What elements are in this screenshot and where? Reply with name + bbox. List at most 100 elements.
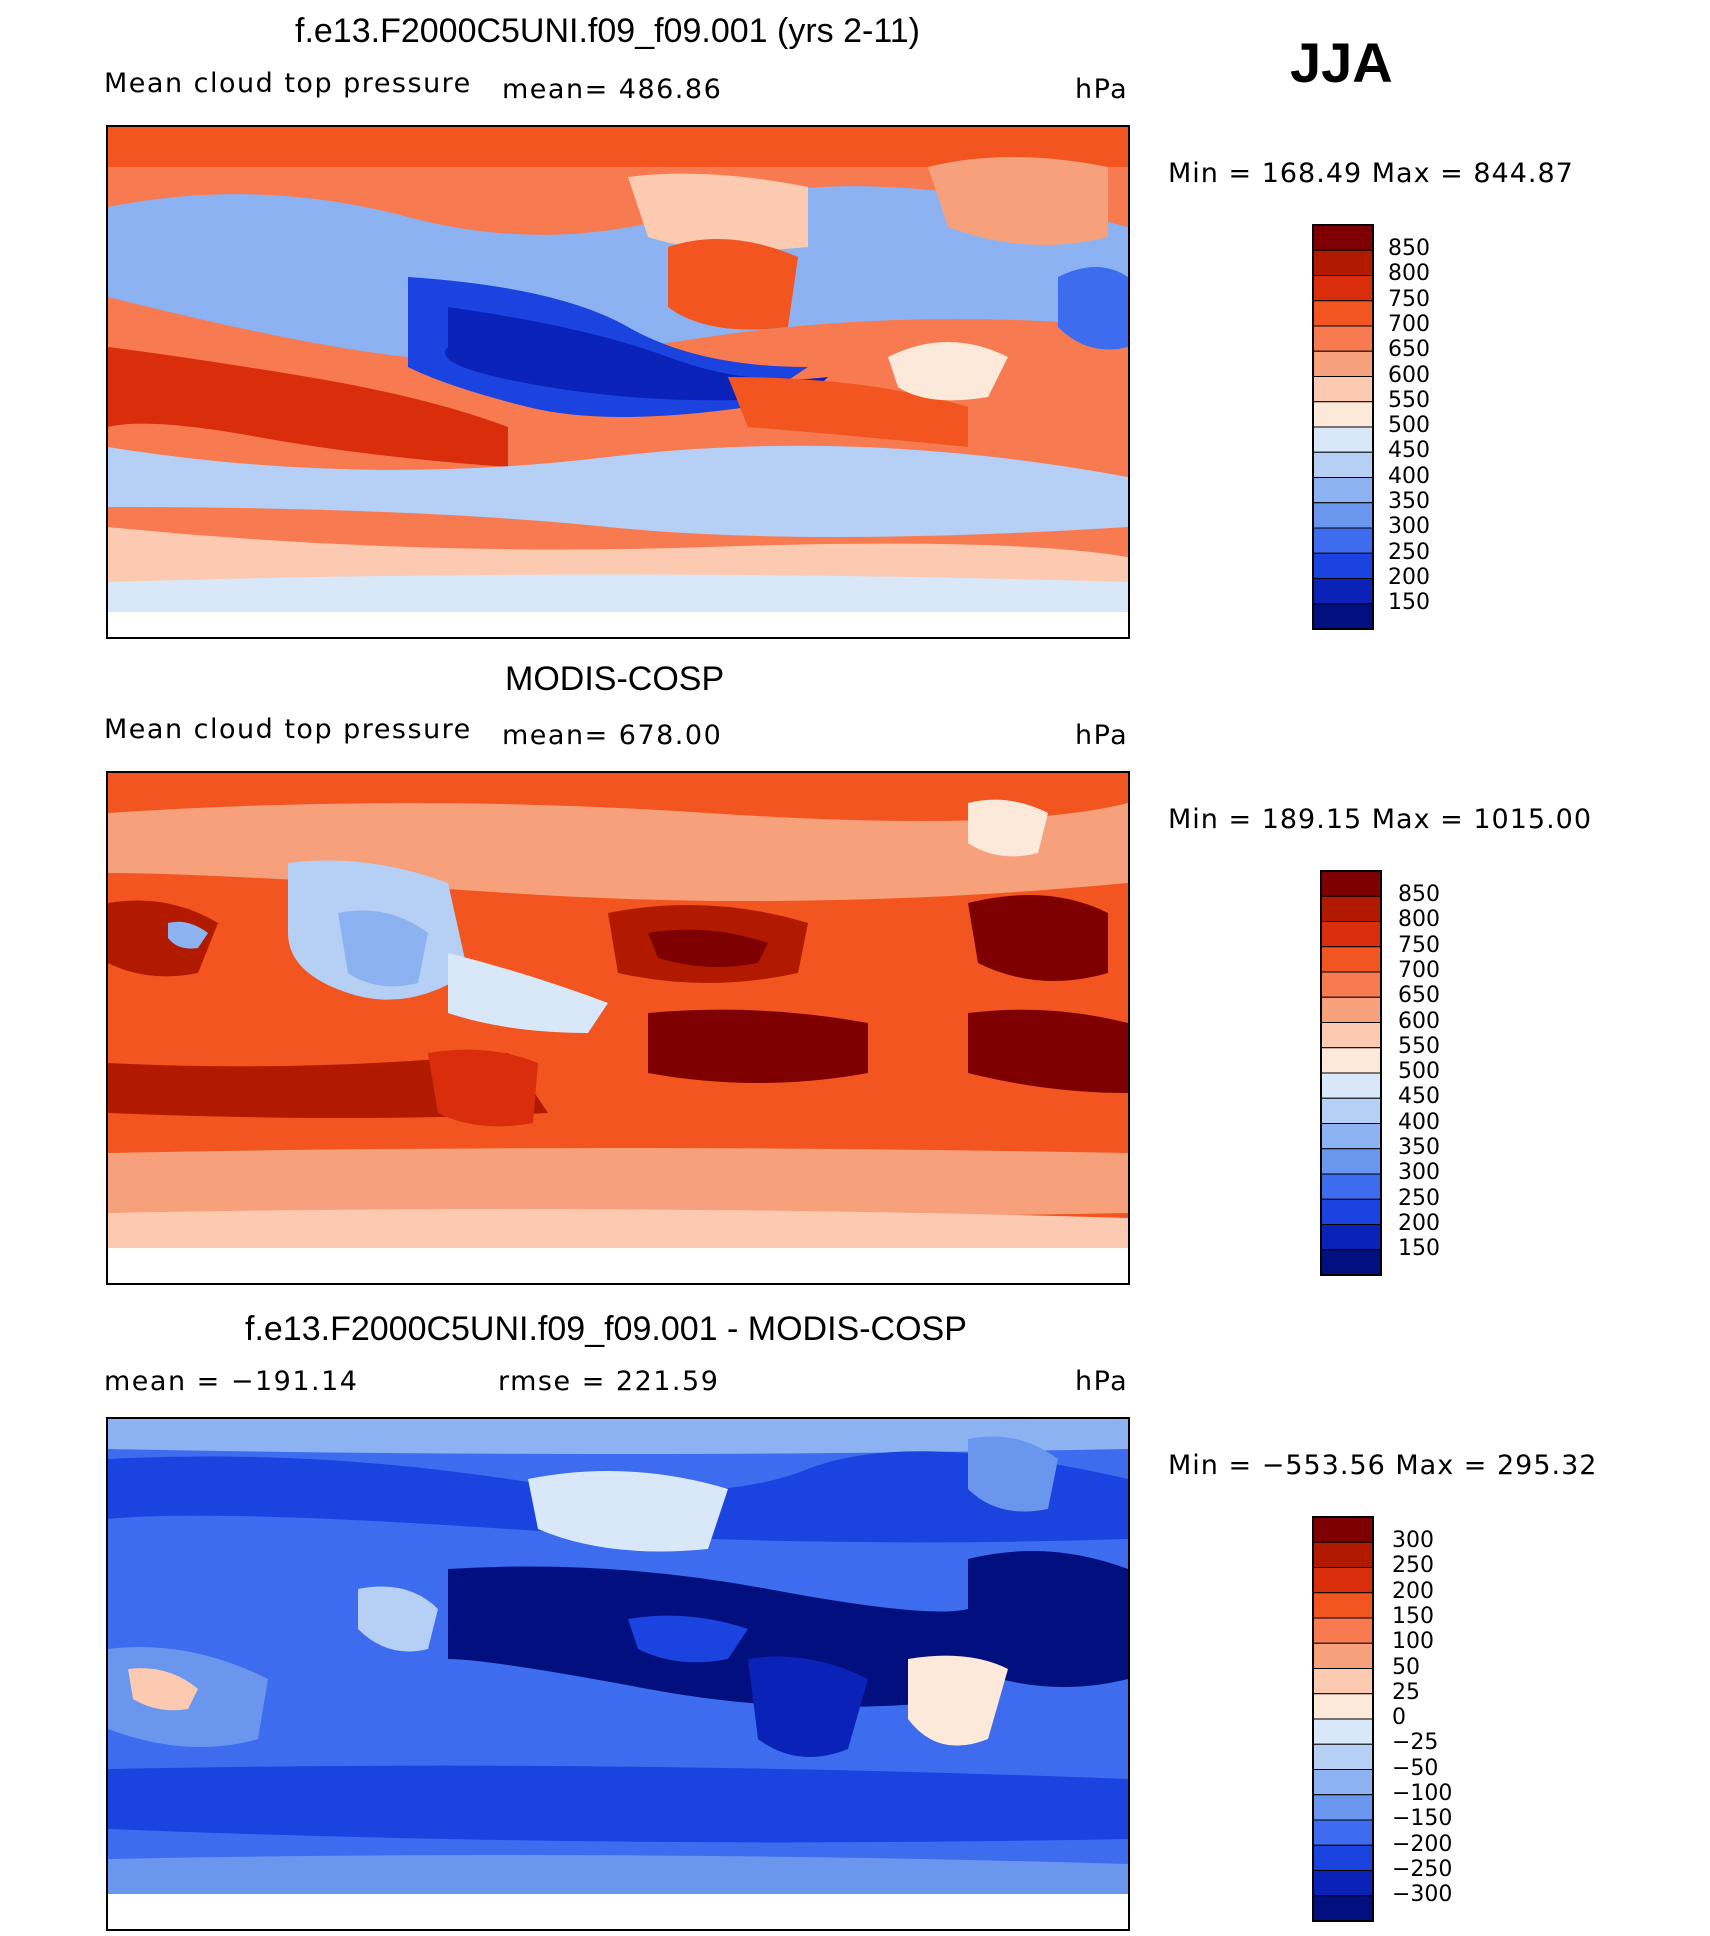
- colorbar-frame: [1320, 870, 1382, 1276]
- panel-1-colorbar: [1312, 224, 1374, 630]
- panel-2-minmax: Min = 189.15 Max = 1015.00: [1168, 804, 1593, 835]
- colorbar-swatch: [1320, 1249, 1382, 1276]
- colorbar-swatch: [1312, 1693, 1374, 1720]
- colorbar-swatch: [1312, 1592, 1374, 1619]
- colorbar-swatch: [1312, 376, 1374, 403]
- panel-1-title: f.e13.F2000C5UNI.f09_f09.001 (yrs 2-11): [295, 12, 920, 50]
- colorbar-swatch: [1312, 1668, 1374, 1695]
- colorbar-tick: 750: [1388, 286, 1430, 312]
- colorbar-swatch: [1312, 325, 1374, 352]
- colorbar-swatch: [1312, 502, 1374, 529]
- colorbar-swatch: [1320, 1022, 1382, 1049]
- colorbar-tick: 750: [1398, 932, 1440, 958]
- panel-3-map: [106, 1417, 1130, 1931]
- panel-3-title: f.e13.F2000C5UNI.f09_f09.001 - MODIS-COS…: [245, 1310, 967, 1348]
- colorbar-tick: 650: [1398, 983, 1440, 1009]
- colorbar-tick: 450: [1398, 1084, 1440, 1110]
- colorbar-tick: 700: [1388, 311, 1430, 337]
- colorbar-tick: −250: [1392, 1856, 1453, 1882]
- colorbar-swatch: [1320, 1198, 1382, 1225]
- colorbar-swatch: [1320, 1072, 1382, 1099]
- colorbar-tick: 550: [1388, 387, 1430, 413]
- colorbar-tick: 50: [1392, 1654, 1420, 1680]
- colorbar-swatch: [1312, 1870, 1374, 1897]
- colorbar-tick: 250: [1388, 539, 1430, 565]
- colorbar-tick: 550: [1398, 1033, 1440, 1059]
- season-label: JJA: [1290, 31, 1393, 94]
- colorbar-tick: 300: [1398, 1160, 1440, 1186]
- panel-1-map-field: [108, 127, 1128, 637]
- colorbar-swatch: [1312, 477, 1374, 504]
- colorbar-tick: −100: [1392, 1781, 1453, 1806]
- colorbar-tick: 250: [1392, 1553, 1434, 1579]
- panel-3-mean-label: mean = −191.14: [104, 1366, 359, 1397]
- colorbar-swatch: [1320, 946, 1382, 973]
- colorbar-tick: 150: [1398, 1236, 1440, 1262]
- colorbar-tick: −150: [1392, 1806, 1453, 1832]
- colorbar-tick: 300: [1388, 514, 1430, 540]
- panel-2-map-field: [108, 773, 1128, 1283]
- panel-3-minmax: Min = −553.56 Max = 295.32: [1168, 1450, 1598, 1481]
- colorbar-swatch: [1320, 870, 1382, 897]
- colorbar-swatch: [1320, 1173, 1382, 1200]
- colorbar-tick: 300: [1392, 1528, 1434, 1553]
- colorbar-tick: 150: [1392, 1603, 1434, 1629]
- panel-3-units-label: hPa: [1075, 1366, 1129, 1397]
- colorbar-swatch: [1320, 1097, 1382, 1124]
- colorbar-swatch: [1312, 426, 1374, 453]
- panel-2-title: MODIS-COSP: [505, 660, 725, 698]
- colorbar-swatch: [1320, 1224, 1382, 1251]
- panel-1-colorbar-swatches: [1312, 224, 1374, 630]
- colorbar-tick: 200: [1388, 564, 1430, 590]
- colorbar-frame: [1312, 1516, 1374, 1922]
- panel-1-variable-label: Mean cloud top pressure: [104, 68, 472, 99]
- colorbar-swatch: [1320, 1123, 1382, 1150]
- colorbar-swatch: [1312, 1541, 1374, 1568]
- colorbar-swatch: [1312, 527, 1374, 554]
- panel-3-colorbar-swatches: [1312, 1516, 1374, 1922]
- colorbar-tick: 800: [1388, 261, 1430, 287]
- colorbar-tick: 500: [1388, 413, 1430, 439]
- colorbar-tick: 150: [1388, 590, 1430, 616]
- colorbar-swatch: [1312, 401, 1374, 428]
- colorbar-swatch: [1312, 1895, 1374, 1922]
- colorbar-swatch: [1312, 1743, 1374, 1770]
- colorbar-swatch: [1320, 996, 1382, 1023]
- colorbar-swatch: [1312, 350, 1374, 377]
- colorbar-swatch: [1312, 1769, 1374, 1796]
- colorbar-tick: 800: [1398, 907, 1440, 933]
- colorbar-swatch: [1320, 1047, 1382, 1074]
- panel-2-map: [106, 771, 1130, 1285]
- colorbar-swatch: [1312, 1819, 1374, 1846]
- colorbar-tick: 0: [1392, 1705, 1406, 1731]
- colorbar-swatch: [1312, 1794, 1374, 1821]
- colorbar-tick: 25: [1392, 1679, 1420, 1705]
- colorbar-tick: 650: [1388, 337, 1430, 363]
- colorbar-tick: −50: [1392, 1755, 1439, 1781]
- colorbar-swatch: [1312, 1642, 1374, 1669]
- panel-2-units-label: hPa: [1075, 720, 1129, 751]
- colorbar-tick: −25: [1392, 1730, 1439, 1756]
- colorbar-swatch: [1312, 451, 1374, 478]
- panel-2-mean-label: mean= 678.00: [502, 720, 723, 751]
- colorbar-tick: 250: [1398, 1185, 1440, 1211]
- colorbar-swatch: [1312, 603, 1374, 630]
- colorbar-tick: 700: [1398, 957, 1440, 983]
- colorbar-frame: [1312, 224, 1374, 630]
- colorbar-tick: 450: [1388, 438, 1430, 464]
- colorbar-swatch: [1312, 1718, 1374, 1745]
- colorbar-tick: 350: [1398, 1135, 1440, 1160]
- colorbar-swatch: [1312, 249, 1374, 276]
- panel-1-units-label: hPa: [1075, 74, 1129, 105]
- panel-2-variable-label: Mean cloud top pressure: [104, 714, 472, 745]
- panel-3-rmse-label: rmse = 221.59: [498, 1366, 720, 1397]
- panel-3-map-field: [108, 1419, 1128, 1929]
- colorbar-tick: 400: [1398, 1109, 1440, 1135]
- colorbar-tick: 500: [1398, 1059, 1440, 1085]
- colorbar-swatch: [1312, 1617, 1374, 1644]
- colorbar-swatch: [1312, 578, 1374, 605]
- colorbar-swatch: [1320, 971, 1382, 998]
- colorbar-swatch: [1312, 275, 1374, 302]
- colorbar-swatch: [1320, 921, 1382, 948]
- colorbar-swatch: [1312, 1844, 1374, 1871]
